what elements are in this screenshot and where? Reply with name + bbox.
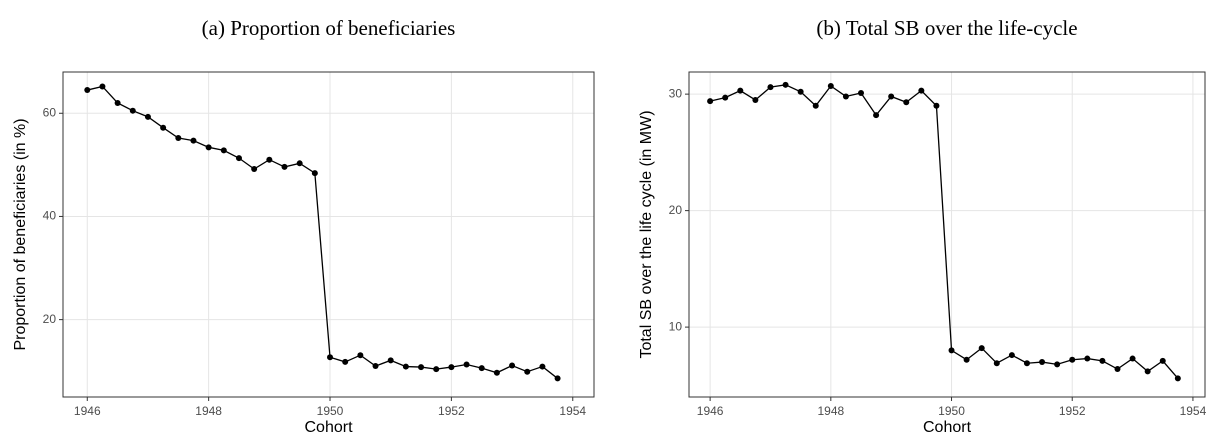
- y-tick-label: 20: [669, 203, 683, 217]
- data-point: [387, 357, 394, 364]
- data-line: [87, 85, 558, 379]
- data-point: [918, 87, 925, 94]
- data-point: [524, 368, 531, 375]
- x-tick-label: 1948: [817, 404, 844, 418]
- x-tick-label: 1946: [74, 404, 101, 418]
- data-point: [1144, 368, 1151, 375]
- data-point: [296, 160, 303, 167]
- data-point: [903, 99, 910, 106]
- data-point: [888, 93, 895, 100]
- data-point: [175, 135, 182, 142]
- data-point: [311, 170, 318, 177]
- data-point: [402, 363, 409, 370]
- data-point: [797, 88, 804, 95]
- data-point: [448, 364, 455, 371]
- data-point: [493, 369, 500, 376]
- x-tick-label: 1950: [317, 404, 344, 418]
- data-point: [1039, 359, 1046, 366]
- data-point: [948, 347, 955, 354]
- x-tick-label: 1952: [1059, 404, 1086, 418]
- chart-title: (a) Proportion of beneficiaries: [202, 16, 456, 40]
- data-point: [1099, 357, 1106, 364]
- data-point: [707, 98, 714, 105]
- data-point: [160, 124, 167, 131]
- data-point: [933, 102, 940, 109]
- data-point: [205, 144, 212, 151]
- data-point: [220, 147, 227, 154]
- data-point: [357, 352, 364, 359]
- data-point: [963, 356, 970, 363]
- data-point: [190, 137, 197, 144]
- y-tick-label: 10: [669, 319, 683, 333]
- plot-border: [62, 71, 595, 398]
- data-point: [1159, 357, 1166, 364]
- data-line: [709, 84, 1179, 379]
- y-tick-label: 30: [669, 86, 683, 100]
- data-point: [342, 358, 349, 365]
- plot-border: [688, 71, 1206, 398]
- data-point: [1114, 366, 1121, 373]
- data-point: [1054, 361, 1061, 368]
- data-point: [858, 89, 864, 96]
- data-point: [433, 366, 440, 373]
- data-point: [842, 93, 849, 100]
- y-axis-label: Total SB over the life cycle (in MW): [638, 110, 655, 358]
- y-tick-label: 40: [43, 209, 57, 223]
- data-point: [873, 112, 880, 119]
- data-point: [99, 83, 106, 90]
- data-point: [978, 345, 985, 352]
- data-point: [827, 82, 834, 89]
- data-point: [752, 96, 759, 103]
- data-point: [539, 363, 546, 370]
- y-tick-label: 60: [43, 105, 57, 119]
- data-point: [1069, 356, 1076, 363]
- data-point: [993, 360, 1000, 367]
- x-tick-label: 1954: [559, 404, 586, 418]
- data-point: [478, 365, 485, 372]
- y-tick-label: 20: [43, 312, 57, 326]
- data-point: [281, 163, 288, 170]
- x-tick-label: 1952: [438, 404, 465, 418]
- data-point: [1023, 360, 1030, 367]
- data-point: [1174, 375, 1181, 382]
- data-point: [782, 81, 789, 88]
- data-point: [418, 364, 425, 371]
- chart-title: (b) Total SB over the life-cycle: [816, 16, 1077, 40]
- x-tick-label: 1948: [195, 404, 222, 418]
- data-point: [767, 84, 774, 91]
- data-point: [1008, 352, 1015, 359]
- data-point: [1129, 355, 1136, 362]
- data-point: [509, 362, 516, 369]
- data-point: [84, 87, 91, 94]
- data-point: [266, 156, 273, 163]
- x-tick-label: 1946: [697, 404, 724, 418]
- data-point: [722, 94, 729, 101]
- data-point: [372, 363, 379, 370]
- data-point: [737, 87, 744, 94]
- y-axis-label: Proportion of beneficiaries (in %): [12, 118, 29, 350]
- x-axis-label: Cohort: [304, 419, 353, 436]
- x-tick-label: 1954: [1180, 404, 1207, 418]
- data-point: [114, 99, 121, 106]
- data-point: [812, 102, 819, 109]
- data-point: [144, 113, 151, 120]
- data-point: [554, 375, 561, 382]
- data-point: [235, 155, 242, 162]
- data-point: [251, 165, 258, 172]
- data-point: [1084, 355, 1091, 362]
- x-tick-label: 1950: [938, 404, 965, 418]
- data-point: [327, 354, 334, 361]
- data-point: [129, 107, 136, 114]
- data-point: [463, 361, 470, 368]
- x-axis-label: Cohort: [923, 419, 972, 436]
